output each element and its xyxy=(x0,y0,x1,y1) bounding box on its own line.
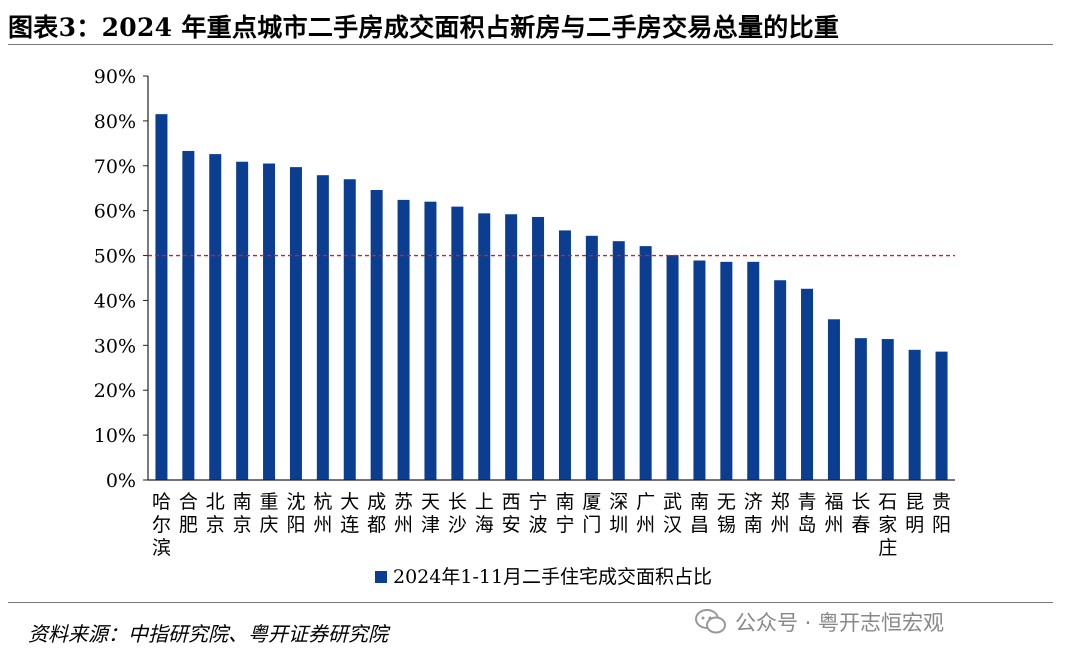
x-tick-label: 哈尔滨 xyxy=(152,491,171,559)
x-tick-label: 南昌 xyxy=(690,491,709,536)
bar xyxy=(370,190,383,481)
bar xyxy=(558,230,571,480)
y-tick-label: 60% xyxy=(94,201,136,223)
x-tick-label: 重庆 xyxy=(260,491,279,536)
bar xyxy=(316,175,329,480)
x-tick-label: 南京 xyxy=(233,491,252,536)
x-tick-label: 长沙 xyxy=(448,491,467,536)
y-tick-label: 0% xyxy=(106,470,136,492)
footer-divider xyxy=(8,602,1053,603)
y-tick-label: 10% xyxy=(94,425,136,447)
legend-swatch xyxy=(375,571,387,583)
watermark: 公众号 · 粤开志恒宏观 xyxy=(695,604,944,640)
bar xyxy=(908,349,921,480)
y-tick-label: 20% xyxy=(94,380,136,402)
y-tick-label: 90% xyxy=(94,66,136,88)
x-tick-label: 西安 xyxy=(502,491,521,536)
y-tick-label: 50% xyxy=(94,246,136,268)
bar xyxy=(935,351,948,480)
bar xyxy=(397,199,410,481)
x-axis: 哈尔滨合肥北京南京重庆沈阳杭州大连成都苏州天津长沙上海西安宁波南宁厦门深圳广州武… xyxy=(148,479,955,559)
watermark-text: 公众号 · 粤开志恒宏观 xyxy=(735,611,945,635)
bar xyxy=(747,261,760,480)
bar xyxy=(720,261,733,480)
y-tick-label: 40% xyxy=(94,290,136,312)
bar xyxy=(666,255,679,480)
bars xyxy=(155,114,948,481)
x-tick-label: 宁波 xyxy=(529,491,548,536)
x-tick-label: 苏州 xyxy=(394,491,413,536)
y-tick-label: 30% xyxy=(94,335,136,357)
x-tick-label: 沈阳 xyxy=(286,491,305,536)
chart-title: 图表3：2024 年重点城市二手房成交面积占新房与二手房交易总量的比重 xyxy=(8,13,840,42)
bar xyxy=(289,167,302,480)
bar xyxy=(343,179,356,480)
x-tick-label: 南宁 xyxy=(555,491,574,536)
x-tick-label: 昆明 xyxy=(905,491,924,536)
legend: 2024年1-11月二手住宅成交面积占比 xyxy=(375,566,712,588)
x-tick-label: 北京 xyxy=(206,491,225,536)
x-tick-label: 郑州 xyxy=(771,491,790,536)
bar xyxy=(639,246,652,480)
y-tick-label: 70% xyxy=(94,156,136,178)
x-tick-label: 合肥 xyxy=(179,491,198,536)
bar xyxy=(451,206,464,481)
x-tick-label: 上海 xyxy=(475,491,494,536)
x-tick-label: 天津 xyxy=(421,491,440,536)
x-tick-label: 深圳 xyxy=(609,491,628,536)
bar xyxy=(693,260,706,480)
bar xyxy=(236,161,249,480)
x-tick-label: 大连 xyxy=(340,491,359,536)
bar xyxy=(263,163,276,481)
title-divider xyxy=(8,44,1053,45)
y-axis: 0% 10% 20% 30% 40% 50% 60% 70% 80% 90% xyxy=(94,66,149,492)
source-note: 资料来源：中指研究院、粤开证券研究院 xyxy=(28,622,388,646)
x-tick-label: 长春 xyxy=(851,491,870,536)
bar xyxy=(585,235,598,480)
bar xyxy=(478,213,491,481)
y-tick-label: 80% xyxy=(94,111,136,133)
bar xyxy=(209,154,222,480)
bar xyxy=(881,339,894,480)
x-tick-label: 福州 xyxy=(824,491,843,536)
x-tick-label: 无锡 xyxy=(717,491,736,536)
bar xyxy=(424,201,437,480)
bar xyxy=(532,216,545,480)
x-tick-label: 厦门 xyxy=(582,491,601,536)
wechat-icon xyxy=(695,609,726,634)
x-tick-label: 杭州 xyxy=(313,491,332,536)
legend-label: 2024年1-11月二手住宅成交面积占比 xyxy=(393,566,712,588)
x-tick-label: 贵阳 xyxy=(932,491,951,536)
x-tick-label: 青岛 xyxy=(798,491,817,536)
bar xyxy=(612,241,625,480)
x-tick-label: 济南 xyxy=(744,491,763,536)
bar xyxy=(774,280,787,480)
bar xyxy=(801,288,814,480)
x-tick-label: 成都 xyxy=(367,491,386,536)
bar xyxy=(505,214,518,480)
bar xyxy=(155,114,168,481)
x-tick-label: 石家庄 xyxy=(878,491,897,559)
bar xyxy=(827,319,840,480)
bar xyxy=(182,150,195,480)
x-tick-label: 广州 xyxy=(636,491,655,536)
bar-chart: 0% 10% 20% 30% 40% 50% 60% 70% 80% 90% 哈尔滨合肥北京南京重… xyxy=(94,66,955,588)
x-tick-label: 武汉 xyxy=(663,491,682,536)
bar xyxy=(854,338,867,480)
